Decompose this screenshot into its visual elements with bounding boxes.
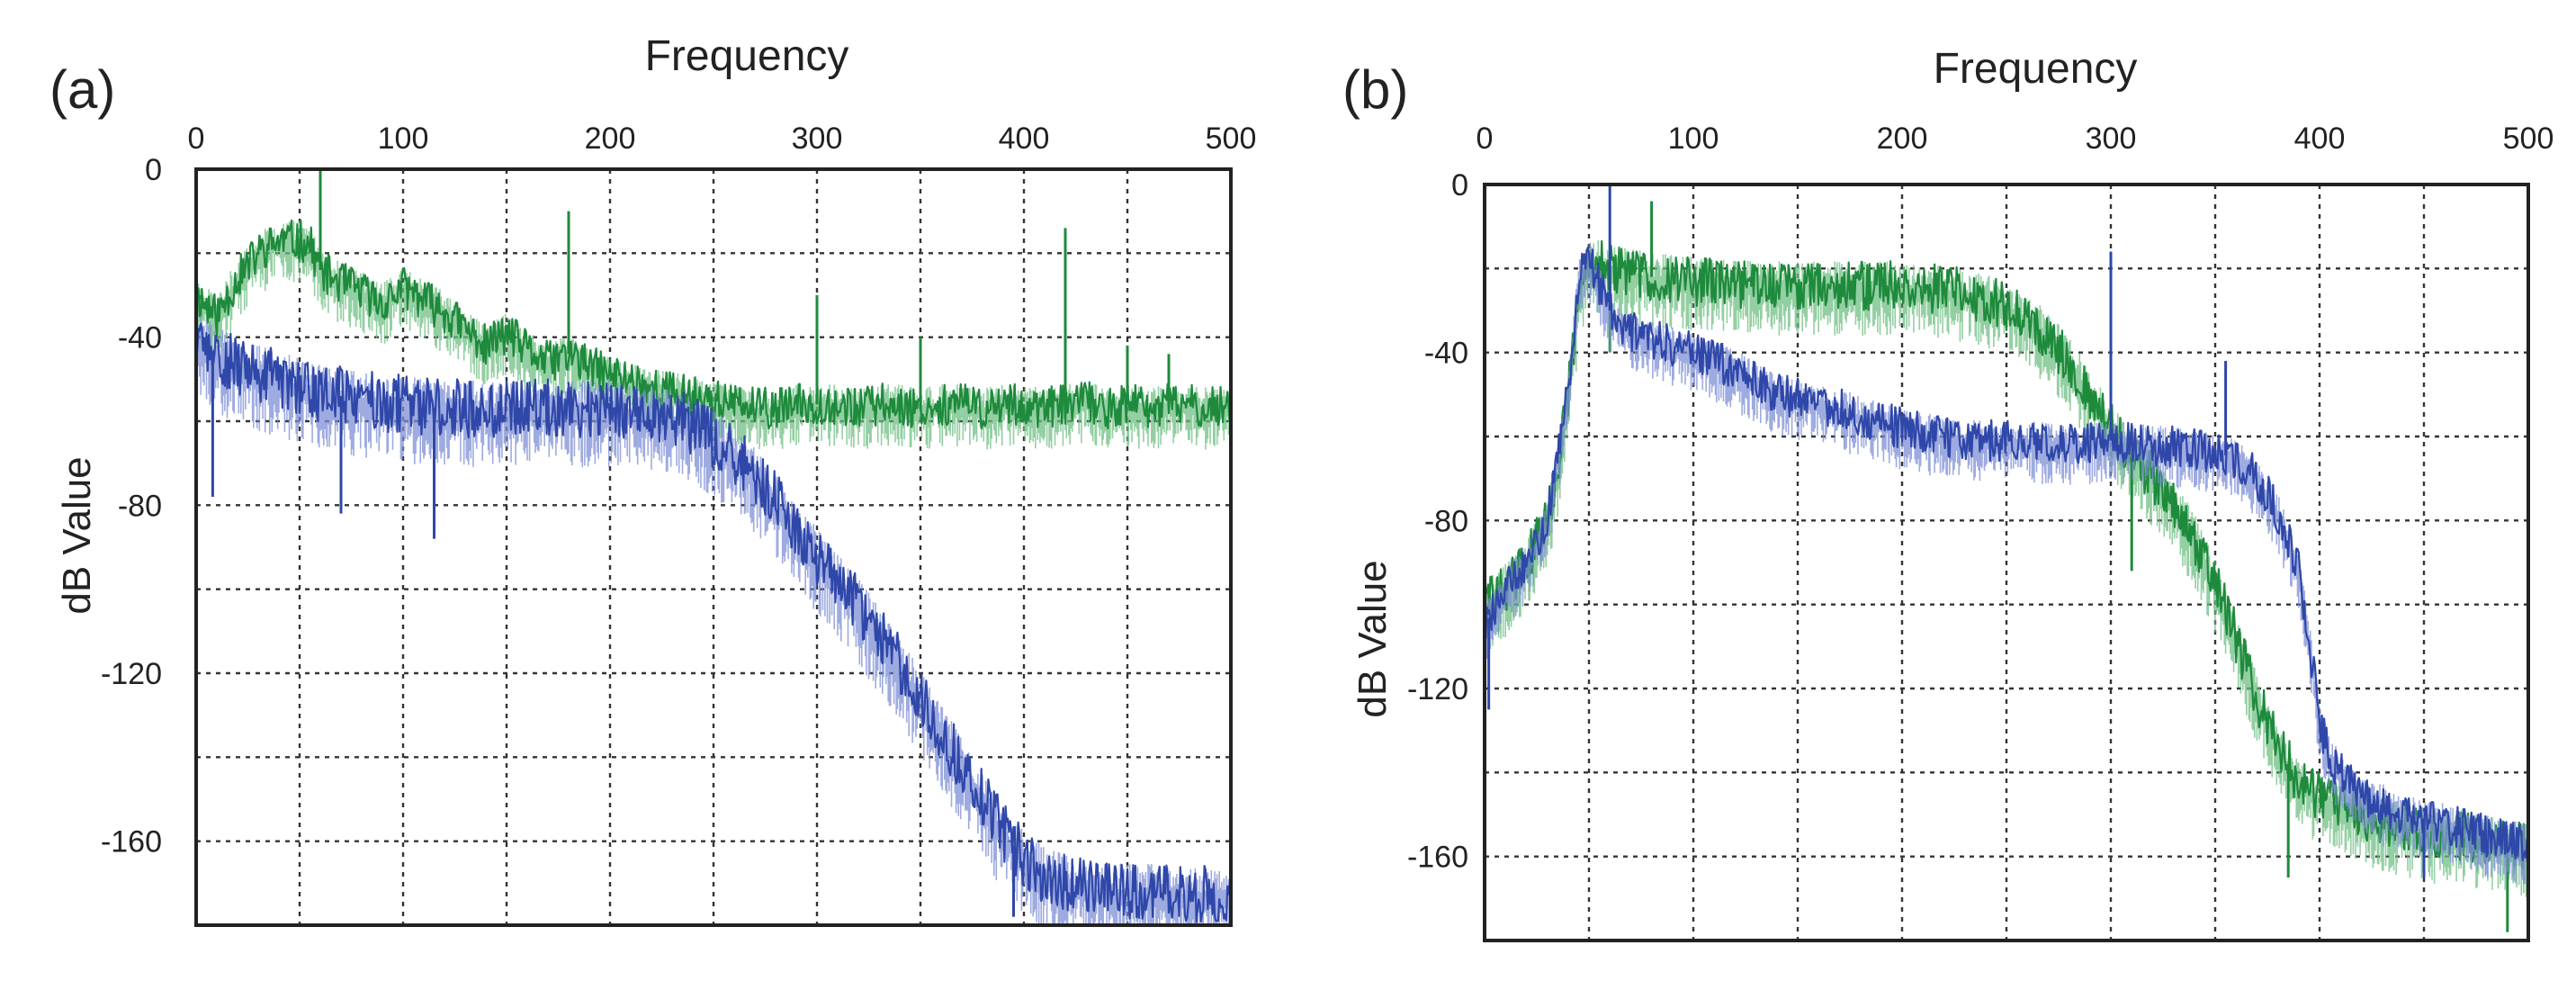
grid-a [196, 169, 1231, 925]
x-tick-label-a: 200 [585, 122, 636, 156]
x-tick-label-b: 400 [2294, 122, 2346, 156]
x-tick-label-a: 100 [378, 122, 429, 156]
x-tick-label-a: 500 [1206, 122, 1257, 156]
panel-label-b: (b) [1342, 59, 1408, 120]
series-blue-line-b [1483, 247, 2530, 861]
series-blue-line-a [194, 322, 1233, 923]
y-tick-label-a: -80 [118, 489, 162, 523]
y-axis-title-a: dB Value [55, 456, 99, 614]
series-layer-b [1483, 184, 2530, 932]
plot-frame-a [194, 167, 1233, 927]
y-tick-label-a: -40 [118, 321, 162, 356]
series-green-line-b [1483, 239, 2530, 870]
x-axis-title-b: Frequency [1934, 45, 2138, 93]
series-green-line-a [194, 219, 1232, 430]
x-tick-label-b: 200 [1877, 122, 1928, 156]
x-tick-label-a: 0 [188, 122, 205, 156]
y-tick-label-b: -160 [1407, 841, 1468, 875]
y-tick-label-b: -80 [1424, 504, 1468, 538]
x-tick-label-b: 100 [1668, 122, 1719, 156]
x-tick-label-b: 300 [2086, 122, 2137, 156]
x-tick-label-b: 500 [2503, 122, 2554, 156]
y-axis-title-b: dB Value [1351, 560, 1395, 717]
x-tick-label-b: 0 [1476, 122, 1494, 156]
x-tick-label-a: 400 [999, 122, 1050, 156]
series-blue-b [1483, 184, 2530, 885]
x-tick-label-a: 300 [792, 122, 843, 156]
ticks-b: 0 100 200 300 400 500 0 -40 -80 -120 -160 [1407, 122, 2554, 875]
plot-frame-b [1483, 183, 2530, 942]
y-tick-label-a: 0 [145, 153, 162, 187]
y-tick-label-b: -40 [1424, 337, 1468, 371]
chart-panel-a: (a) Frequency dB Value 0 100 200 300 400 5000… [49, 32, 1256, 927]
y-tick-label-b: 0 [1451, 168, 1468, 202]
chart-panel-b: (b) Frequency dB Value 0 100 200 300 400 5000… [1342, 45, 2554, 942]
panel-label-a: (a) [49, 59, 115, 120]
x-axis-title-a: Frequency [645, 32, 849, 80]
y-tick-label-a: -120 [101, 657, 162, 691]
y-tick-label-a: -160 [101, 825, 162, 860]
y-tick-label-b: -120 [1407, 672, 1468, 706]
ticks-a: 0 100 200 300 400 500 0 -40 -80 -120 -160 [101, 122, 1256, 860]
